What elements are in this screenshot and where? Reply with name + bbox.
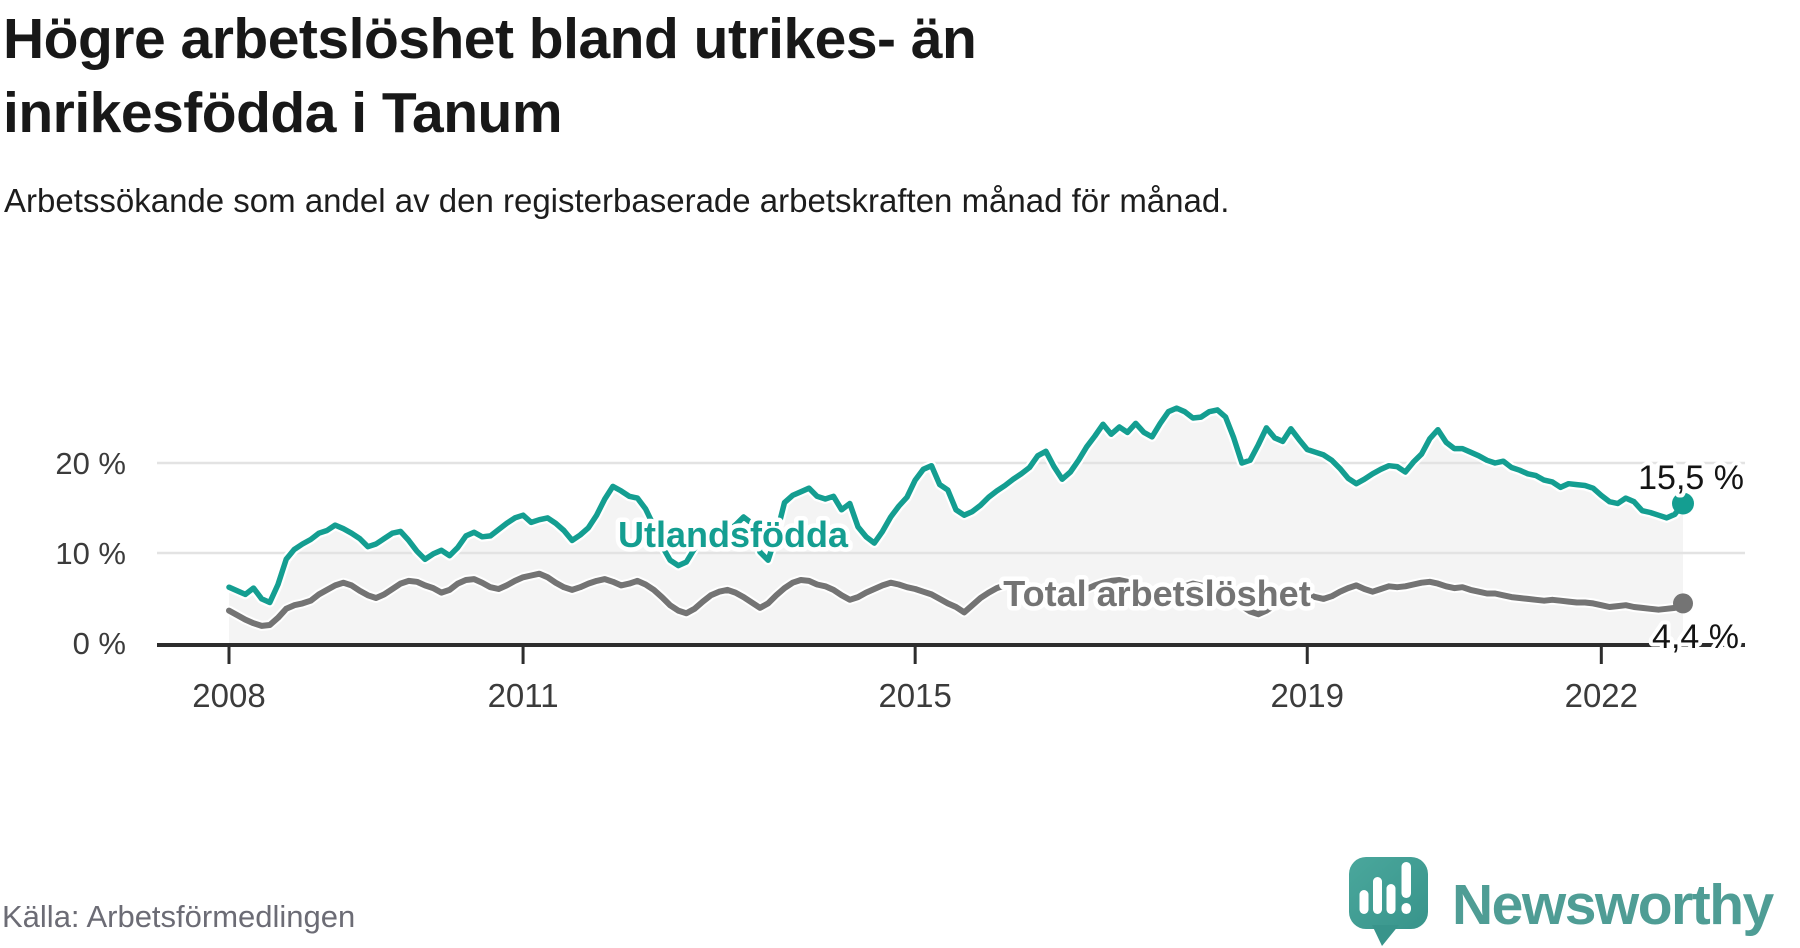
chart-title: Högre arbetslöshet bland utrikes- än inr…	[3, 7, 977, 146]
y-tick-label: 10 %	[55, 536, 126, 571]
logo-wordmark: Newsworthy	[1452, 873, 1774, 937]
chart-subtitle: Arbetssökande som andel av den registerb…	[4, 182, 1230, 219]
y-tick-label: 20 %	[55, 446, 126, 481]
utlandsfodda-end-dot	[1672, 492, 1694, 515]
total-end-dot	[1673, 593, 1693, 614]
y-tick-label: 0 %	[73, 626, 126, 661]
utlandsfodda-series-label: Utlandsfödda	[618, 514, 849, 555]
total-end-value-label: 4,4 %	[1652, 618, 1739, 656]
total-unemployment-line	[226, 570, 1686, 629]
total-series-label: Total arbetslöshet	[1003, 573, 1310, 614]
newsworthy-logo	[1349, 857, 1428, 946]
x-tick-label: 2011	[488, 677, 559, 714]
logo-speech-bubble-icon	[1349, 857, 1428, 946]
x-tick-label: 2019	[1271, 677, 1344, 714]
x-tick-label: 2022	[1565, 677, 1638, 714]
x-axis-ticks	[227, 647, 1603, 664]
utlandsfodda-line	[226, 405, 1686, 606]
source-text: Källa: Arbetsförmedlingen	[2, 899, 356, 934]
x-tick-label: 2015	[878, 677, 951, 714]
utlandsfodda-end-value-label: 15,5 %	[1638, 459, 1744, 497]
x-tick-label: 2008	[192, 677, 265, 714]
